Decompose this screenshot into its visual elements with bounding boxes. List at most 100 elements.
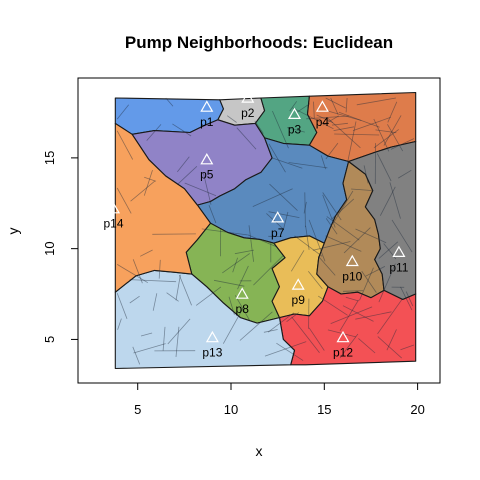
pump-label-p4: p4 <box>316 115 330 129</box>
street-segment <box>263 329 278 333</box>
street-segment <box>339 333 359 359</box>
street-segment <box>313 101 315 119</box>
street-segment <box>117 318 122 330</box>
pump-marker-p12 <box>336 330 350 343</box>
pump-label-p11: p11 <box>389 260 408 274</box>
street-segment <box>132 259 143 284</box>
street-segment <box>296 103 311 113</box>
street-segment <box>355 228 387 244</box>
x-tick-label: 10 <box>224 402 238 417</box>
street-segment <box>178 274 192 306</box>
street-segment <box>268 211 300 218</box>
pump-marker-p7 <box>271 211 285 223</box>
street-segment <box>352 116 391 131</box>
street-segment <box>376 153 392 182</box>
street-segment <box>288 162 328 169</box>
street-segment <box>303 201 307 214</box>
region-p11 <box>348 140 417 301</box>
pump-marker-p8 <box>235 287 249 299</box>
neighborhood-regions <box>114 91 417 370</box>
street-segment <box>356 97 396 106</box>
street-segment <box>116 130 134 160</box>
street-segment <box>378 241 399 259</box>
street-segment <box>172 123 192 137</box>
street-segment <box>175 274 181 301</box>
y-axis: 5 10 15 <box>42 151 79 343</box>
street-segment <box>377 298 403 335</box>
street-segment <box>272 157 303 169</box>
street-segment <box>228 296 235 315</box>
street-segment <box>373 118 390 152</box>
street-segment <box>322 194 336 228</box>
region-p14 <box>114 122 212 293</box>
street-segment <box>331 122 348 126</box>
street-segment <box>222 307 244 344</box>
street-segment <box>386 329 397 351</box>
street-segment <box>317 295 348 316</box>
street-segment <box>387 124 404 152</box>
y-axis-title: y <box>5 228 21 235</box>
street-segment <box>343 227 371 254</box>
street-segment <box>389 182 401 219</box>
street-segment <box>347 121 357 162</box>
street-segment <box>339 299 359 331</box>
street-segment <box>176 156 190 173</box>
street-segment <box>252 188 293 207</box>
street-segment <box>202 172 212 205</box>
street-segment <box>333 126 355 131</box>
street-segment <box>195 286 222 306</box>
street-segment <box>327 110 362 121</box>
street-segment <box>166 292 179 302</box>
street-segment <box>391 219 413 253</box>
street-network <box>116 97 415 365</box>
street-segment <box>116 104 130 120</box>
street-segment <box>342 305 374 322</box>
street-segment <box>334 133 380 136</box>
pump-marker-p4 <box>315 100 329 112</box>
pump-label-p10: p10 <box>342 269 362 283</box>
street-segment <box>383 115 402 146</box>
street-segment <box>267 312 295 333</box>
street-segment <box>326 216 360 241</box>
street-segment <box>232 257 238 273</box>
street-segment <box>400 344 415 351</box>
street-segment <box>317 255 336 276</box>
street-segment <box>305 225 310 250</box>
street-segment <box>325 97 346 109</box>
pump-marker-p11 <box>392 245 406 257</box>
street-segment <box>373 129 399 149</box>
street-segment <box>184 182 217 197</box>
street-segment <box>176 166 198 185</box>
pump-label-p13: p13 <box>202 346 222 360</box>
street-segment <box>308 327 325 351</box>
street-segment <box>247 234 277 247</box>
pump-marker-p13 <box>205 330 219 343</box>
pump-marker-p9 <box>291 278 305 290</box>
street-segment <box>338 111 380 128</box>
street-segment <box>379 186 396 216</box>
street-segment <box>333 190 354 223</box>
street-segment <box>152 293 158 311</box>
street-segment <box>387 101 398 123</box>
pump-marker-p5 <box>200 152 214 165</box>
street-segment <box>175 326 180 357</box>
x-axis: 5 10 15 20 <box>134 382 425 417</box>
chart-title: Pump Neighborhoods: Euclidean <box>125 33 393 52</box>
street-segment <box>132 346 141 365</box>
street-segment <box>130 180 156 202</box>
street-segment <box>253 255 284 286</box>
street-segment <box>289 101 298 112</box>
y-tick-label: 15 <box>42 151 57 165</box>
street-segment <box>286 312 300 323</box>
x-tick-label: 15 <box>317 402 331 417</box>
street-segment <box>390 138 415 150</box>
street-segment <box>234 295 251 321</box>
street-segment <box>133 343 166 354</box>
street-segment <box>272 110 289 149</box>
street-segment <box>342 290 364 292</box>
pump-label-p14: p14 <box>103 217 123 231</box>
street-segment <box>290 250 305 272</box>
pump-marker-p2 <box>241 91 255 103</box>
street-segment <box>291 316 320 353</box>
street-segment <box>304 192 306 228</box>
